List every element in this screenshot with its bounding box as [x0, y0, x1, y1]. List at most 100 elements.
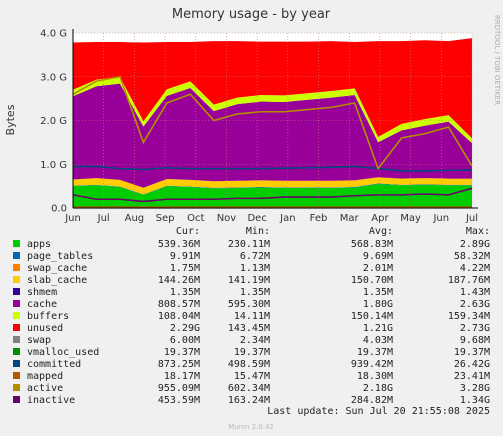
legend-avg: 2.01M: [363, 263, 393, 274]
area-cache: [73, 83, 472, 188]
legend-name: buffers: [27, 311, 69, 322]
legend-name: slab_cache: [27, 275, 87, 286]
legend-avg: 568.83M: [351, 239, 393, 250]
legend-header: Min:: [246, 226, 270, 237]
legend-cur: 6.00M: [170, 335, 200, 346]
x-tick-label: Jul: [97, 213, 110, 224]
legend: Cur: Min: Avg: Max: apps 539.36M 230.11M 568.83…: [13, 226, 490, 406]
plot-area: 0.0 1.0 G 2.0 G 3.0 G 4.0 G Jun Jul Aug Sep Oct No…: [40, 29, 478, 225]
x-tick-label: Feb: [310, 213, 328, 224]
legend-min: 14.11M: [234, 311, 270, 322]
legend-cur: 19.37M: [164, 347, 200, 358]
legend-max: 19.37M: [454, 347, 490, 358]
x-tick-label: Mar: [340, 213, 360, 224]
legend-avg: 19.37M: [357, 347, 393, 358]
area-buffers: [73, 77, 472, 144]
x-tick-label: Nov: [217, 213, 237, 224]
legend-cur: 108.04M: [158, 311, 200, 322]
legend-max: 26.42G: [454, 359, 490, 370]
legend-min: 230.11M: [228, 239, 270, 250]
legend-avg: 4.03M: [363, 335, 393, 346]
rrdtool-credit: RRDTOOL / TOBI OETIKER: [493, 15, 501, 105]
legend-avg: 1.21G: [363, 323, 393, 334]
legend-swatch-slab_cache: [13, 276, 20, 283]
munin-version: Munin 2.0.42: [228, 423, 274, 431]
legend-swatch-swap_cache: [13, 264, 20, 271]
legend-max: 58.32M: [454, 251, 490, 262]
area-page_tables: [73, 183, 472, 195]
legend-cur: 808.57M: [158, 299, 200, 310]
legend-name: inactive: [27, 395, 75, 406]
legend-cur: 873.25M: [158, 359, 200, 370]
legend-header: Cur:: [176, 226, 200, 237]
legend-min: 602.34M: [228, 383, 270, 394]
legend-max: 2.63G: [460, 299, 490, 310]
x-tick-label: Jan: [279, 213, 295, 224]
legend-swatch-inactive: [13, 396, 20, 403]
legend-cur: 453.59M: [158, 395, 200, 406]
x-tick-label: Jun: [432, 213, 449, 224]
legend-name: unused: [27, 323, 63, 334]
legend-cur: 955.09M: [158, 383, 200, 394]
y-tick-label: 2.0 G: [40, 116, 67, 127]
legend-min: 1.35M: [240, 287, 270, 298]
legend-min: 163.24M: [228, 395, 270, 406]
legend-max: 2.89G: [460, 239, 490, 250]
legend-avg: 1.80G: [363, 299, 393, 310]
x-tick-label: Apr: [371, 213, 389, 224]
legend-avg: 2.18G: [363, 383, 393, 394]
legend-cur: 1.35M: [170, 287, 200, 298]
legend-name: page_tables: [27, 251, 93, 262]
legend-min: 1.13M: [240, 263, 270, 274]
legend-swatch-swap: [13, 336, 20, 343]
x-tick-label: Sep: [156, 213, 175, 224]
legend-cur: 2.29G: [170, 323, 200, 334]
legend-name: active: [27, 383, 63, 394]
legend-swatch-vmalloc_used: [13, 348, 20, 355]
line-inactive: [72, 187, 473, 203]
legend-max: 2.73G: [460, 323, 490, 334]
legend-name: swap: [27, 335, 51, 346]
legend-max: 9.68M: [460, 335, 490, 346]
legend-name: apps: [27, 239, 51, 250]
y-axis-label: Bytes: [4, 104, 17, 135]
legend-swatch-active: [13, 384, 20, 391]
legend-avg: 284.82M: [351, 395, 393, 406]
y-tick-label: 0.0: [51, 204, 67, 215]
legend-max: 187.76M: [448, 275, 490, 286]
legend-avg: 1.35M: [363, 287, 393, 298]
legend-max: 23.41M: [454, 371, 490, 382]
legend-min: 143.45M: [228, 323, 270, 334]
legend-swatch-mapped: [13, 372, 20, 379]
legend-swatch-page_tables: [13, 252, 20, 259]
legend-swatch-cache: [13, 300, 20, 307]
legend-max: 159.34M: [448, 311, 490, 322]
legend-max: 1.43M: [460, 287, 490, 298]
x-tick-label: May: [400, 213, 421, 224]
legend-avg: 150.14M: [351, 311, 393, 322]
x-tick-label: Jun: [64, 213, 81, 224]
legend-avg: 150.70M: [351, 275, 393, 286]
legend-name: mapped: [27, 371, 63, 382]
area-apps: [73, 183, 472, 208]
legend-name: shmem: [27, 287, 57, 298]
legend-header: Avg:: [369, 226, 393, 237]
legend-min: 2.34M: [240, 335, 270, 346]
x-tick-label: Jul: [465, 213, 478, 224]
legend-name: swap_cache: [27, 263, 87, 274]
legend-max: 4.22M: [460, 263, 490, 274]
legend-header: Max:: [466, 226, 490, 237]
legend-cur: 18.17M: [164, 371, 200, 382]
legend-cur: 9.91M: [170, 251, 200, 262]
x-tick-label: Oct: [187, 213, 204, 224]
legend-cur: 539.36M: [158, 239, 200, 250]
legend-name: cache: [27, 299, 57, 310]
area-slab_cache: [73, 177, 472, 195]
y-tick-label: 4.0 G: [40, 29, 67, 40]
legend-swatch-unused: [13, 324, 20, 331]
legend-cur: 144.26M: [158, 275, 200, 286]
legend-avg: 9.69M: [363, 251, 393, 262]
area-unused: [73, 38, 472, 139]
